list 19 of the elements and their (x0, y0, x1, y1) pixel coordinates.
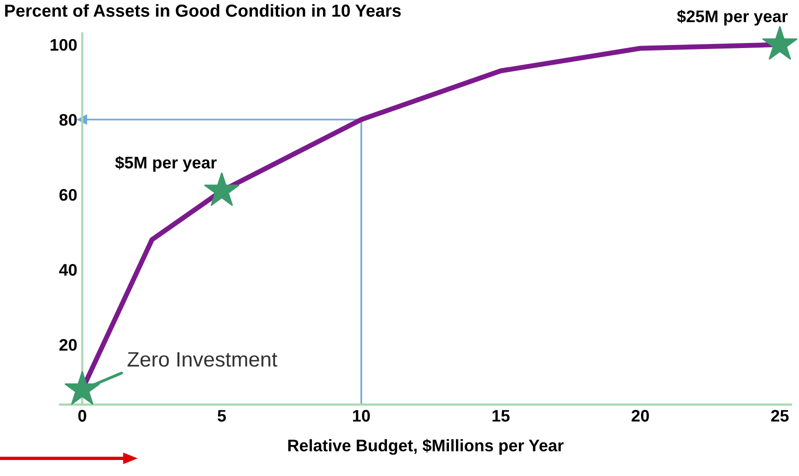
x-tick-label: 25 (771, 410, 789, 422)
annotation: Zero Investment (128, 352, 278, 367)
x-tick-label: 10 (353, 410, 370, 422)
y-tick-label: 60 (59, 188, 77, 201)
point (762, 26, 798, 60)
x-axis-title: Relative Budget, $Millions per Year (288, 438, 564, 455)
point (204, 172, 240, 206)
annotation: $25M per year (677, 10, 788, 26)
x-tick-label: 5 (218, 410, 226, 422)
x-tick-label: 15 (492, 410, 510, 422)
y-tick-label: 40 (59, 264, 77, 276)
y-tick-label: 20 (59, 338, 77, 351)
chart-title: Percent of Assets in Good Condition in 10 Years (5, 4, 401, 17)
y-tick-label: 100 (50, 38, 77, 51)
annotation: $5M per year (115, 156, 217, 172)
y-tick-label: 80 (59, 114, 77, 126)
x-tick-label: 0 (78, 410, 86, 422)
x-tick-label: 20 (632, 410, 649, 422)
point (64, 371, 100, 405)
